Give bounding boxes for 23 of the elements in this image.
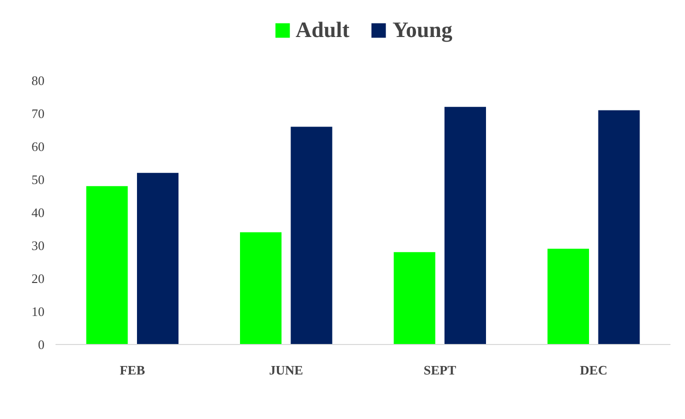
bar xyxy=(136,172,178,344)
x-tick-label: JUNE xyxy=(269,362,304,378)
y-tick-label: 50 xyxy=(32,172,44,187)
bar xyxy=(290,126,332,344)
y-tick-label: 60 xyxy=(32,139,44,154)
y-tick-label: 10 xyxy=(32,304,44,319)
bar xyxy=(86,186,128,344)
y-tick-label: 20 xyxy=(32,271,44,286)
legend-label: Adult xyxy=(296,17,350,43)
y-tick-label: 0 xyxy=(38,337,44,352)
y-tick-label: 40 xyxy=(32,205,44,220)
legend-label: Young xyxy=(392,17,452,43)
bar xyxy=(240,232,282,344)
bar xyxy=(598,110,640,344)
y-tick-label: 30 xyxy=(32,238,44,253)
y-tick-label: 80 xyxy=(32,73,44,88)
x-tick-label: DEC xyxy=(580,362,608,378)
bar xyxy=(548,248,590,344)
x-tick-label: FEB xyxy=(120,362,146,378)
x-tick-label: SEPT xyxy=(424,362,456,378)
y-tick-label: 70 xyxy=(32,106,44,121)
bar xyxy=(394,252,436,344)
bar xyxy=(444,106,486,344)
